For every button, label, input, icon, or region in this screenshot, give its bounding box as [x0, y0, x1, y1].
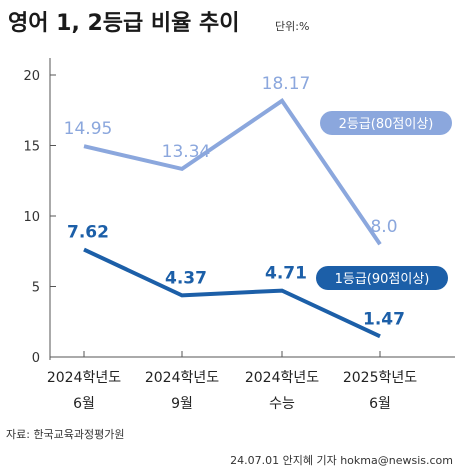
- data-label: 4.71: [265, 264, 307, 284]
- x-tick-label-line1: 2024학년도: [145, 370, 219, 386]
- y-tick-label: 15: [23, 140, 40, 155]
- x-tick-label-line1: 2024학년도: [245, 370, 319, 386]
- data-label: 8.0: [370, 217, 397, 237]
- y-tick-label: 0: [32, 351, 40, 366]
- data-label: 7.62: [67, 223, 109, 243]
- legend-badge: [316, 266, 448, 290]
- credit-text: 24.07.01 안지혜 기자 hokma@newsis.com: [230, 454, 453, 467]
- data-label: 1.47: [363, 309, 405, 329]
- data-label: 18.17: [262, 74, 311, 94]
- source-text: 자료: 한국교육과정평가원: [6, 428, 125, 441]
- legend-label: 1등급(90점이상): [335, 272, 430, 287]
- data-label: 14.95: [64, 119, 113, 139]
- series-layer: 14.95 13.34 18.17 8.0 2등급(80점이상) 7.62 4.37 4.71…: [64, 74, 452, 339]
- data-label: 4.37: [165, 268, 207, 288]
- x-tick-label-line2: 9월: [171, 396, 193, 412]
- y-tick-label: 20: [23, 69, 40, 84]
- x-tick-label-line2: 수능: [269, 396, 295, 412]
- y-tick-label: 5: [32, 281, 40, 296]
- series-line: [83, 247, 381, 339]
- y-ticks: 0 5 10 15 20: [23, 69, 56, 366]
- series-line: [83, 98, 382, 246]
- x-tick-label-line2: 6월: [369, 396, 391, 412]
- y-tick-label: 10: [23, 210, 40, 225]
- data-label: 13.34: [162, 142, 211, 162]
- legend-badge: [320, 111, 452, 135]
- legend-label: 2등급(80점이상): [339, 117, 434, 132]
- x-tick-label-line1: 2024학년도: [47, 370, 121, 386]
- chart-title: 영어 1, 2등급 비율 추이: [8, 11, 240, 36]
- x-tick-label-line2: 6월: [73, 396, 95, 412]
- x-tick-label-line1: 2025학년도: [343, 370, 417, 386]
- unit-label: 단위:%: [275, 20, 309, 33]
